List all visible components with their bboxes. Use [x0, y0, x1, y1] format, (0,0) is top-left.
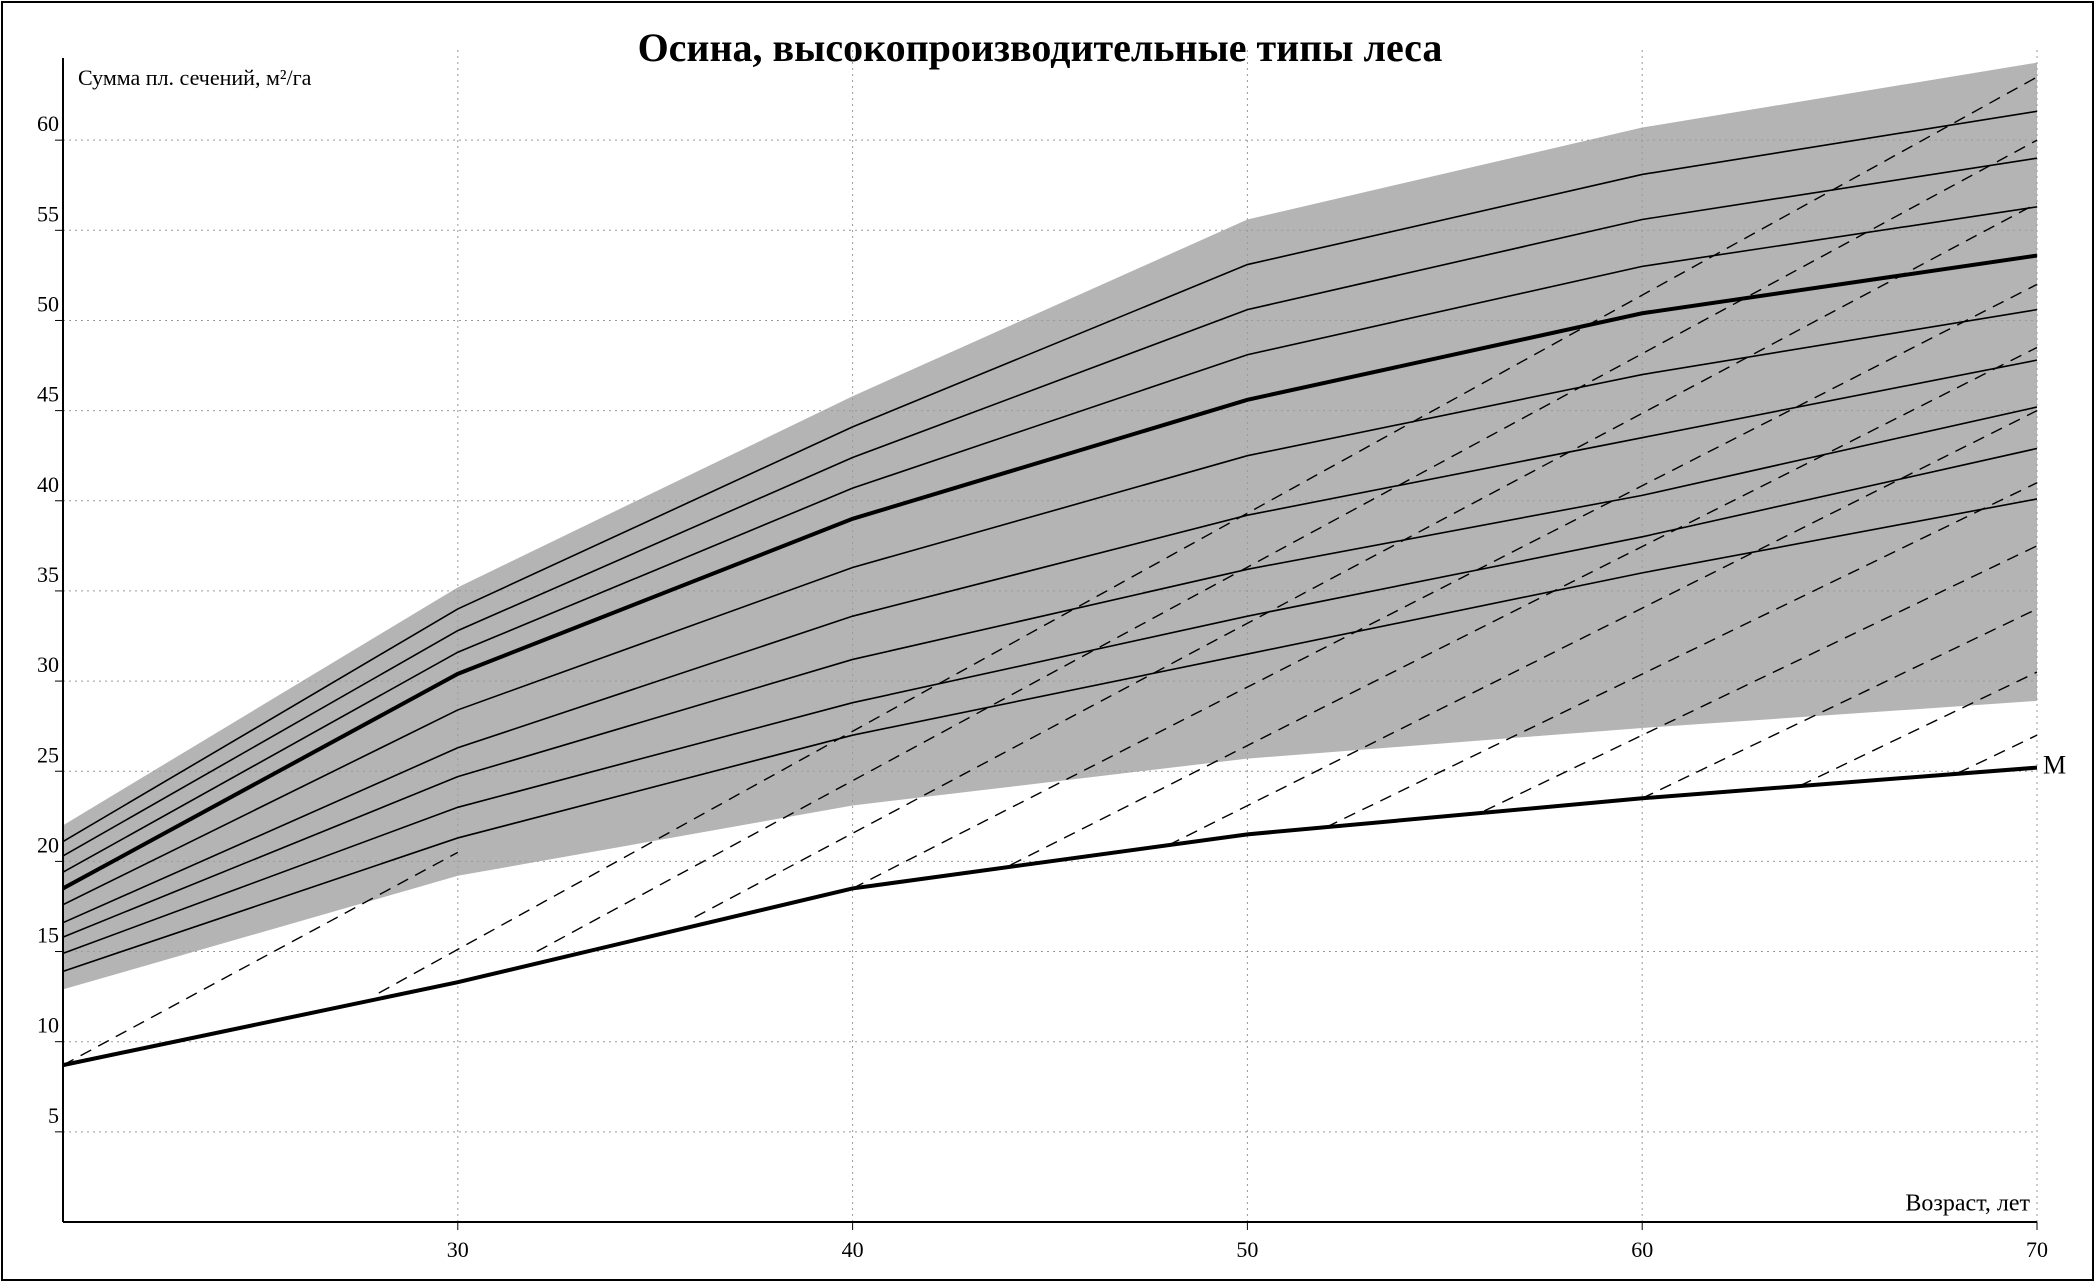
y-tick-label: 30: [37, 652, 59, 677]
series-line: [62, 406, 2038, 938]
y-axis-label: Сумма пл. сечений, м²/га: [78, 65, 312, 90]
y-tick-label: 45: [37, 382, 59, 407]
y-tick-label: 55: [37, 201, 59, 226]
plot: [62, 50, 2038, 1222]
band: [63, 62, 2037, 990]
y-tick-label: 40: [37, 472, 59, 497]
chart-title: Осина, высокопроизводительные типы леса: [638, 25, 1443, 70]
x-tick-label: 40: [842, 1237, 864, 1262]
y-tick-label: 15: [37, 923, 59, 948]
series-line: [62, 110, 2038, 843]
y-tick-label: 25: [37, 742, 59, 767]
y-tick-label: 60: [37, 111, 59, 136]
series-line: [378, 76, 2038, 994]
series-line: [62, 308, 2038, 906]
y-tick-label: 50: [37, 292, 59, 317]
series-label: M: [2043, 751, 2066, 780]
series-line: [1326, 482, 2038, 828]
x-axis-label: Возраст, лет: [1905, 1191, 2030, 1217]
series-line: [1641, 608, 2038, 799]
series-line: [62, 359, 2038, 924]
series-line: [62, 253, 2038, 891]
series-line: [1483, 545, 2038, 812]
x-tick-label: 70: [2026, 1237, 2048, 1262]
series-line: [1957, 734, 2038, 774]
y-tick-label: 10: [37, 1013, 59, 1038]
series-line: [1168, 409, 2038, 846]
x-tick-label: 60: [1631, 1237, 1653, 1262]
y-tick-label: 5: [48, 1103, 59, 1128]
series-line: [536, 139, 2038, 953]
series-line: [62, 447, 2038, 955]
series-line: [1010, 346, 2038, 866]
x-tick-label: 50: [1236, 1237, 1258, 1262]
series-line: [62, 206, 2038, 873]
y-tick-label: 20: [37, 832, 59, 857]
series-line: [852, 283, 2038, 890]
series-line: [694, 202, 2038, 918]
series-line: [62, 765, 2038, 1068]
series-line: [62, 157, 2038, 857]
series-line: [1799, 671, 2038, 787]
y-tick-label: 35: [37, 562, 59, 587]
series-line: [62, 498, 2038, 973]
series-line: [62, 851, 459, 1066]
x-tick-label: 30: [447, 1237, 469, 1262]
